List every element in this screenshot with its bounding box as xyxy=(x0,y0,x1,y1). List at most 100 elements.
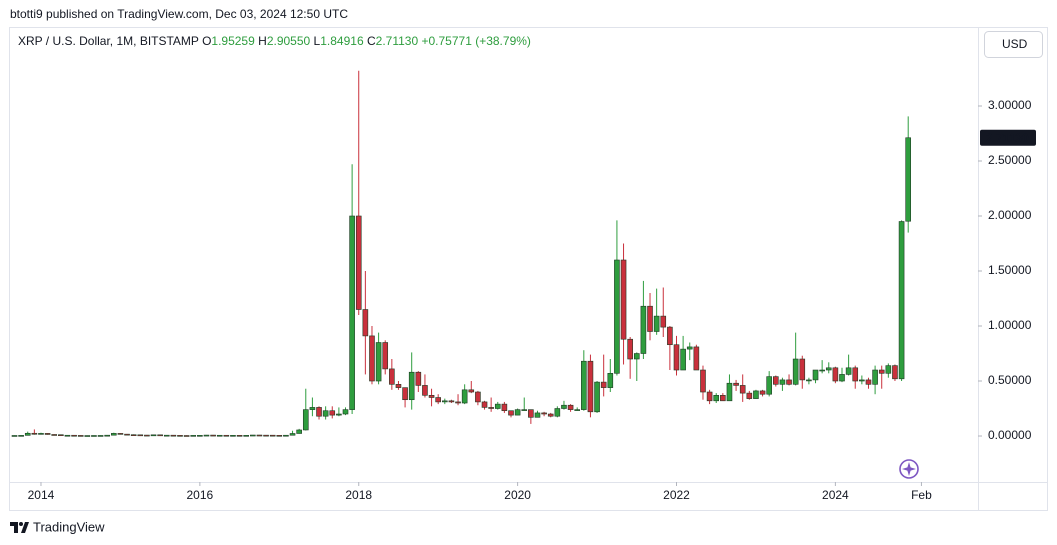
candle-body xyxy=(296,429,302,434)
candle-body xyxy=(799,358,806,381)
candle-body xyxy=(600,381,607,388)
candle-body xyxy=(269,434,276,437)
candle-body xyxy=(872,369,878,385)
candle-body xyxy=(726,382,733,402)
candle-body xyxy=(415,371,422,386)
legend-value: 2.71130 xyxy=(376,34,419,48)
candle-body xyxy=(892,365,898,380)
legend-change: +0.75771 (+38.79%) xyxy=(421,34,530,48)
candle-body xyxy=(71,434,77,437)
candle-body xyxy=(852,367,859,382)
candle-body xyxy=(144,434,150,437)
candle-body xyxy=(183,435,190,437)
candle-body xyxy=(567,404,574,410)
candle-body xyxy=(203,434,210,437)
events-icon[interactable] xyxy=(899,459,919,479)
candle-body xyxy=(574,409,581,411)
candle-body xyxy=(18,435,24,437)
candle-body xyxy=(389,368,395,385)
candle-body xyxy=(375,342,382,382)
legend-key: C xyxy=(367,34,376,48)
candle-body xyxy=(753,390,759,399)
candle-body xyxy=(660,315,667,328)
candle-body xyxy=(561,404,567,409)
symbol: XRP / U.S. Dollar, 1M, BITSTAMP xyxy=(18,34,199,48)
candle-body xyxy=(342,409,349,415)
candle-body xyxy=(91,435,97,437)
candle-body xyxy=(336,413,342,416)
candle-body xyxy=(236,435,243,437)
candle-body xyxy=(58,434,64,436)
candle-body xyxy=(24,432,31,436)
candle-body xyxy=(395,384,402,388)
candle-body xyxy=(614,259,620,374)
candle-body xyxy=(647,305,653,332)
candle-body xyxy=(369,335,375,382)
logo-slash xyxy=(21,522,29,533)
candle-body xyxy=(130,434,137,436)
candle-body xyxy=(468,389,475,393)
candle-body xyxy=(170,434,177,437)
candle-body xyxy=(528,409,534,418)
candle-body xyxy=(223,434,230,437)
candle-body xyxy=(845,367,852,375)
candle-body xyxy=(441,400,448,403)
candle-body xyxy=(534,412,541,418)
candle-body xyxy=(514,409,521,416)
candle-body xyxy=(44,433,51,435)
candle-body xyxy=(898,221,905,380)
x-tick-label: 2016 xyxy=(187,488,214,502)
y-tick-label: 1.00000 xyxy=(988,318,1032,332)
candle-body xyxy=(746,392,753,399)
candle-body xyxy=(521,409,528,411)
publish-header: btotti9 published on TradingView.com, De… xyxy=(10,7,348,21)
candle-body xyxy=(700,369,706,393)
candle-body xyxy=(832,367,839,382)
candle-body xyxy=(362,309,369,337)
candle-body xyxy=(210,434,216,437)
candle-body xyxy=(349,215,355,410)
candle-body xyxy=(839,374,845,382)
event-star[interactable] xyxy=(902,462,916,476)
candle-body xyxy=(329,410,336,416)
candle-body xyxy=(508,410,514,416)
currency-button[interactable] xyxy=(984,31,1043,58)
footer-logo xyxy=(10,522,29,533)
candle-body xyxy=(475,391,481,403)
candle-body xyxy=(97,435,104,437)
legend-key: O xyxy=(202,34,211,48)
candle-body xyxy=(865,379,872,385)
candle-body xyxy=(786,379,792,385)
candle-body xyxy=(547,413,554,417)
candle-body xyxy=(31,432,38,435)
candle-body xyxy=(653,315,660,332)
candle-body xyxy=(706,391,713,402)
last-price-box xyxy=(980,129,1036,146)
logo-mark xyxy=(10,522,18,533)
x-tick-label: 2022 xyxy=(663,488,690,502)
candle-body xyxy=(422,385,428,396)
candle-body xyxy=(792,358,799,385)
legend-value: 1.95259 xyxy=(211,34,255,48)
candle-body xyxy=(640,305,647,354)
candle-body xyxy=(739,385,746,394)
currency-label[interactable]: USD xyxy=(1002,37,1028,51)
candle-body xyxy=(322,410,329,417)
candle-body xyxy=(276,435,283,437)
x-tick-label: 2020 xyxy=(504,488,531,502)
candle-body xyxy=(84,435,91,437)
candle-body xyxy=(177,435,183,437)
candle-body xyxy=(554,408,561,417)
candle-body xyxy=(11,435,18,437)
x-tick-label: Feb xyxy=(911,488,932,502)
candle-body xyxy=(779,379,786,385)
candle-body xyxy=(38,433,44,435)
y-tick-label: 3.00000 xyxy=(988,98,1032,112)
y-tick-label: 2.50000 xyxy=(988,153,1032,167)
chart-frame xyxy=(9,27,1048,511)
candle-body xyxy=(355,215,362,310)
candle-body xyxy=(812,369,819,381)
candle-body xyxy=(283,434,289,437)
candle-body xyxy=(216,434,223,437)
logo-dot xyxy=(19,522,23,526)
